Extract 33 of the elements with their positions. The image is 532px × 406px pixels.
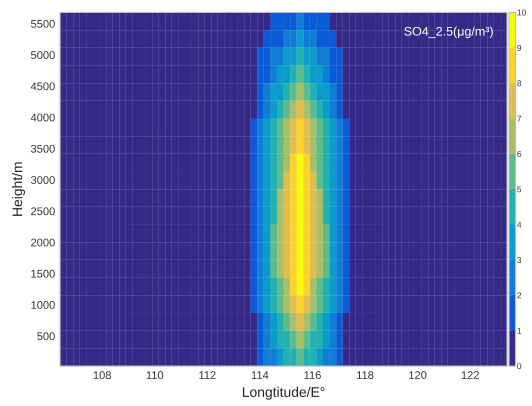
x-tick-label: 114 xyxy=(252,371,268,379)
color-bar-label: 0 xyxy=(517,363,522,370)
y-tick-label: 5000 xyxy=(30,51,55,60)
y-tick-label: 3000 xyxy=(30,176,55,184)
annotation: SO4_2.5(μg/m³) xyxy=(404,26,493,38)
x-tick-label: 112 xyxy=(199,371,216,379)
y-tick-label: 500 xyxy=(37,332,55,340)
y-tick-label: 2000 xyxy=(31,238,55,246)
y-tick-label: 4500 xyxy=(30,82,55,90)
color-bar-label: 8 xyxy=(517,80,522,86)
x-tick-label: 116 xyxy=(304,371,321,380)
x-tick-label: 120 xyxy=(409,371,426,380)
x-tick-label: 108 xyxy=(94,371,111,380)
color-bar-label: 7 xyxy=(517,116,522,122)
y-tick-label: 1500 xyxy=(31,270,55,278)
color-bar-label: 10 xyxy=(518,10,526,16)
x-axis-title: Longtitude/E° xyxy=(242,386,324,400)
x-tick-label: 122 xyxy=(462,371,479,379)
color-bar-label: 9 xyxy=(517,44,522,51)
color-bar-label: 4 xyxy=(517,222,522,228)
color-bar-label: 1 xyxy=(518,328,522,334)
y-tick-label: 4000 xyxy=(30,114,55,122)
y-tick-label: 1000 xyxy=(31,301,55,309)
y-tick-label: 2500 xyxy=(31,207,55,216)
x-tick-label: 118 xyxy=(357,371,374,380)
y-axis-title: Height/m xyxy=(12,162,25,216)
color-bar-label: 5 xyxy=(517,186,522,192)
color-bar-label: 6 xyxy=(517,151,522,157)
y-tick-label: 3500 xyxy=(30,144,55,153)
y-tick-label: 5500 xyxy=(30,20,55,28)
x-tick-label: 110 xyxy=(146,371,164,380)
color-bar-label: 3 xyxy=(517,257,522,264)
color-bar-label: 2 xyxy=(517,292,522,298)
